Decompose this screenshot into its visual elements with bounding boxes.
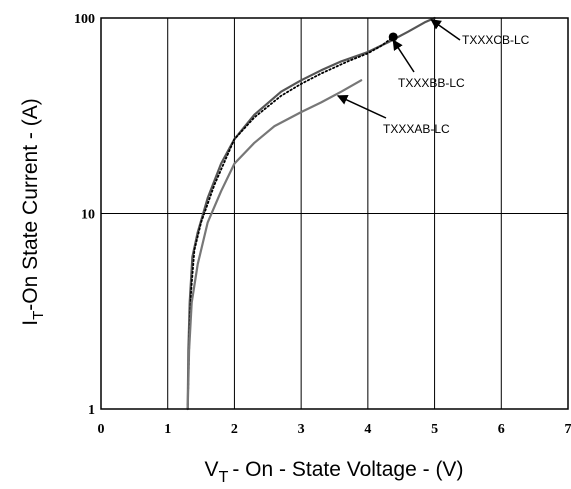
plot-frame	[100, 17, 569, 410]
annotation-arrow	[392, 39, 415, 73]
x-tick-label: 1	[164, 422, 171, 437]
y-tick-label: 1	[88, 403, 95, 418]
annotations: TXXXCB-LC TXXXBB-LC TXXXAB-LC	[336, 19, 530, 136]
x-axis-label-main: V	[205, 458, 219, 481]
annotation-label: TXXXAB-LC	[383, 122, 450, 136]
annotation-label: TXXXBB-LC	[398, 76, 465, 90]
x-axis-label: VT - On - State Voltage - (V)	[205, 458, 464, 486]
series-end-marker	[388, 32, 398, 42]
series-line-3	[186, 79, 363, 411]
series-line-2	[186, 36, 395, 410]
y-axis-label-sub: T	[30, 311, 47, 320]
x-tick-label: 7	[565, 422, 571, 437]
y-axis-label-rest: -On State Current - (A)	[19, 98, 42, 310]
x-tick-label: 2	[231, 422, 238, 437]
x-axis-label-rest: - On - State Voltage - (V)	[232, 458, 463, 481]
x-tick-label: 5	[431, 422, 438, 437]
x-tick-label: 4	[364, 422, 371, 437]
y-tick-label: 10	[81, 208, 95, 223]
annotation-arrow	[430, 19, 461, 41]
grid-lines	[101, 18, 568, 409]
y-tick-label: 100	[74, 12, 95, 27]
series-lines	[186, 16, 436, 411]
annotation-arrow	[336, 94, 387, 119]
x-tick-label: 6	[498, 422, 505, 437]
x-tick-label: 3	[298, 422, 305, 437]
x-axis-label-sub: T	[219, 469, 229, 486]
y-axis-label-main: I	[19, 320, 42, 326]
annotation-label: TXXXCB-LC	[462, 33, 530, 47]
y-axis-label: IT-On State Current - (A)	[19, 98, 47, 325]
x-tick-label: 0	[98, 422, 105, 437]
